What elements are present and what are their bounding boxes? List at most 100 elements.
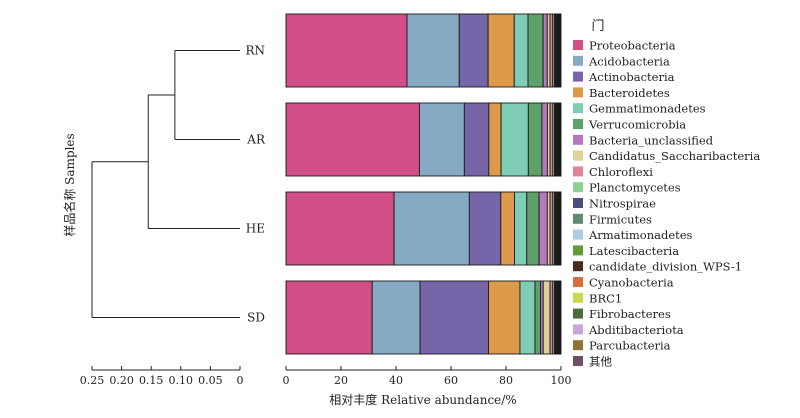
legend-swatch <box>573 103 583 114</box>
legend-label: Armatimonadetes <box>588 228 693 242</box>
legend-item: Bacteroidetes <box>573 86 670 100</box>
legend-swatch <box>573 308 583 319</box>
bar-segment <box>406 13 460 88</box>
legend-swatch <box>573 324 583 335</box>
legend-label: Fibrobacteres <box>589 307 671 321</box>
y-axis-title: 样品名称 Samples <box>62 133 77 236</box>
bar-row-AR <box>285 102 562 177</box>
legend-item: 其他 <box>573 355 612 369</box>
bar-segment <box>393 191 470 266</box>
dendro-axis-tick-label: 0 <box>237 374 244 387</box>
legend-swatch <box>573 150 583 161</box>
legend-swatch <box>573 166 583 177</box>
dendro-axis-tick-label: 0.10 <box>169 374 194 387</box>
legend-swatch <box>573 213 583 224</box>
legend-swatch <box>573 292 583 303</box>
legend-label: Bacteria_unclassified <box>589 133 714 147</box>
bar-segment <box>527 13 544 88</box>
legend-item: Candidatus_Saccharibacteria <box>573 149 760 163</box>
legend-item: Actinobacteria <box>573 70 675 84</box>
legend-label: Actinobacteria <box>588 70 675 84</box>
sample-label: HE <box>246 222 265 236</box>
legend-swatch <box>573 198 583 208</box>
bar-segment <box>418 102 465 177</box>
bar-row-RN <box>285 13 562 88</box>
legend-title: 门 <box>591 19 604 34</box>
legend-swatch <box>573 245 583 256</box>
x-tick-label: 40 <box>389 374 403 387</box>
bar-segment <box>542 13 548 88</box>
legend-swatch <box>573 55 583 66</box>
bar-row-SD <box>285 280 562 355</box>
x-tick-label: 80 <box>499 374 513 387</box>
legend-label: Latescibacteria <box>589 244 679 258</box>
bars <box>285 13 562 355</box>
legend-label: Abditibacteriota <box>588 323 684 337</box>
legend-item: candidate_division_WPS-1 <box>573 260 742 274</box>
legend-swatch <box>573 340 583 351</box>
legend-item: Acidobacteria <box>573 54 670 68</box>
legend-item: Armatimonadetes <box>573 228 693 242</box>
legend-label: Bacteroidetes <box>589 86 670 100</box>
bar-segment <box>468 191 502 266</box>
bar-segment <box>488 102 502 177</box>
bar-segment <box>488 280 521 355</box>
legend-label: Chloroflexi <box>589 165 653 179</box>
dendro-axis-tick-label: 0.25 <box>80 374 105 387</box>
legend-swatch <box>573 261 583 272</box>
bar-segment <box>513 13 529 88</box>
legend-swatch <box>573 71 583 82</box>
legend-item: Latescibacteria <box>573 244 679 258</box>
bar-segment <box>371 280 421 355</box>
bar-segment <box>526 191 540 266</box>
legend-item: Parcubacteria <box>573 339 671 353</box>
bar-segment <box>527 102 543 177</box>
dendro-axis-tick-label: 0.05 <box>198 374 223 387</box>
bar-segment <box>458 13 489 88</box>
sample-label: AR <box>246 133 266 147</box>
x-tick-label: 0 <box>283 374 290 387</box>
legend-label: BRC1 <box>589 291 622 305</box>
bar-segment <box>285 191 395 266</box>
legend-label: Nitrospirae <box>589 197 656 211</box>
legend-swatch <box>573 87 583 98</box>
legend-item: Planctomycetes <box>573 181 681 195</box>
legend-item: Fibrobacteres <box>573 307 671 321</box>
x-axis: 0 20 40 60 80 100 <box>283 366 572 387</box>
legend-swatch <box>573 277 583 287</box>
bar-segment <box>534 280 541 355</box>
bar-segment <box>487 13 515 88</box>
x-tick-label: 20 <box>334 374 348 387</box>
legend-label: Gemmatimonadetes <box>589 102 706 116</box>
bar-segment <box>419 280 489 355</box>
legend-swatch <box>573 134 583 145</box>
legend-item: Nitrospirae <box>573 197 656 211</box>
legend-item: Abditibacteriota <box>573 323 684 337</box>
legend-item: Chloroflexi <box>573 165 653 179</box>
bar-segment <box>285 102 420 177</box>
legend-label: Candidatus_Saccharibacteria <box>589 149 760 163</box>
legend-label: candidate_division_WPS-1 <box>589 260 742 274</box>
legend-swatch <box>573 182 583 193</box>
legend-label: Verrucomicrobia <box>588 118 686 132</box>
bar-segment <box>500 191 515 266</box>
bar-segment <box>285 13 408 88</box>
legend-label: Proteobacteria <box>589 39 676 53</box>
legend-label: Firmicutes <box>589 212 652 226</box>
bar-segment <box>514 191 528 266</box>
bar-segment <box>463 102 490 177</box>
legend-label: Planctomycetes <box>589 181 681 195</box>
legend-swatch <box>573 119 583 129</box>
legend-item: Verrucomicrobia <box>573 118 686 132</box>
legend-item: Proteobacteria <box>573 39 676 53</box>
bar-segment <box>500 102 529 177</box>
legend-label: Parcubacteria <box>589 339 671 353</box>
legend-label: Acidobacteria <box>588 54 670 68</box>
dendro-axis-tick-label: 0.20 <box>109 374 134 387</box>
legend-swatch <box>573 40 583 50</box>
x-tick-label: 100 <box>551 374 572 387</box>
legend-label: Cyanobacteria <box>589 276 674 290</box>
dendro-axis-tick-label: 0.15 <box>139 374 164 387</box>
